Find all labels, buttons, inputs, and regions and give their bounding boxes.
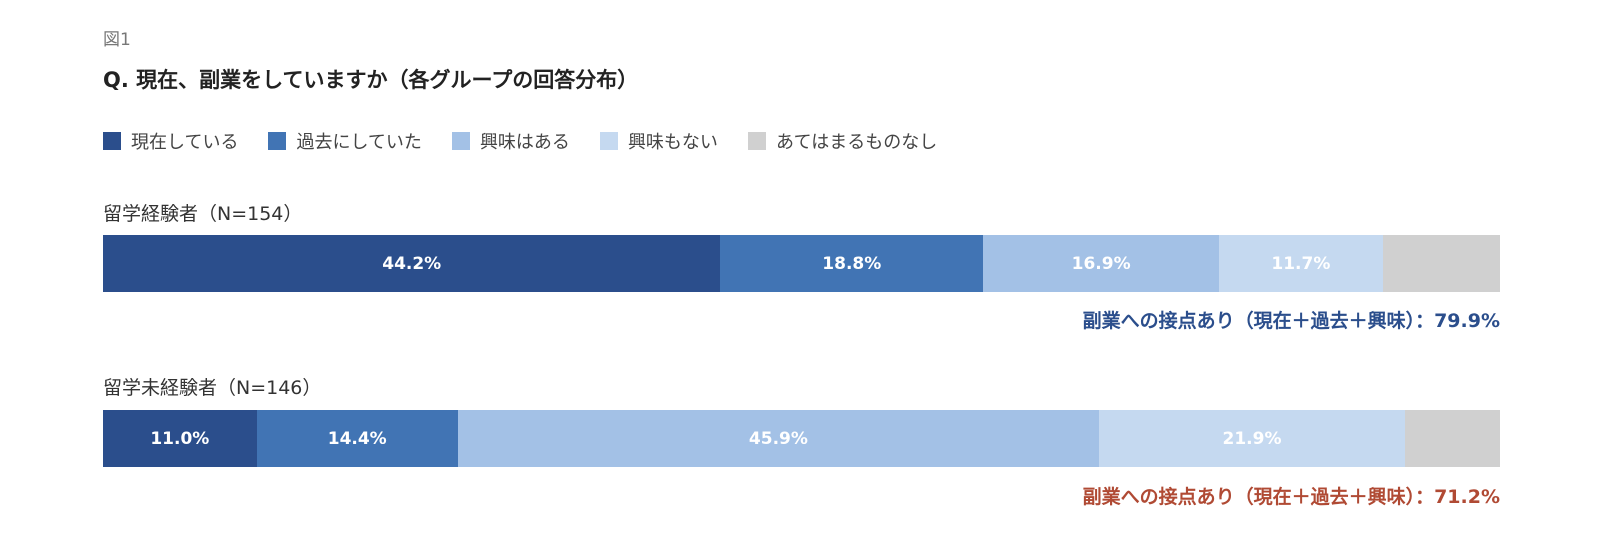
bar-segment [1404, 410, 1500, 467]
data-label: 21.9% [1222, 428, 1282, 449]
legend-label: 過去にしていた [296, 132, 422, 153]
legend-label: 現在している [131, 132, 239, 153]
legend-item: 興味もない [599, 128, 718, 154]
legend-item: 過去にしていた [268, 128, 422, 154]
bar-segment: 11.0% [103, 410, 257, 467]
data-label: 18.8% [822, 253, 882, 274]
legend-swatch [451, 132, 470, 150]
data-label: 44.2% [382, 253, 442, 274]
legend-swatch [103, 132, 121, 150]
legend-label: あてはまるものなし [775, 132, 938, 153]
bar-segment: 18.8% [720, 235, 984, 292]
stacked-bar-study-abroad: 44.2% 18.8% 16.9% 11.7% [103, 235, 1500, 292]
figure-label: 図1 [103, 30, 131, 50]
group-label-no-study-abroad: 留学未経験者（N=146） [103, 377, 322, 399]
legend-label: 興味はある [479, 132, 570, 153]
data-label: 11.0% [150, 428, 210, 449]
legend-item: あてはまるものなし [747, 128, 938, 154]
legend-swatch [747, 132, 766, 150]
bar-segment: 45.9% [457, 410, 1100, 467]
data-label: 14.4% [327, 428, 387, 449]
legend-item: 興味はある [451, 128, 570, 154]
bar-segment: 16.9% [983, 235, 1220, 292]
data-label: 11.7% [1271, 253, 1331, 274]
data-label: 45.9% [748, 428, 808, 449]
bar-segment: 11.7% [1219, 235, 1383, 292]
legend-swatch [599, 132, 618, 150]
group-label-study-abroad: 留学経験者（N=154） [103, 203, 303, 225]
legend-swatch [268, 132, 287, 150]
bar-segment [1382, 235, 1500, 292]
data-label: 16.9% [1071, 253, 1131, 274]
summary-study-abroad: 副業への接点あり（現在＋過去＋興味）：79.9% [1082, 310, 1500, 332]
bar-segment: 44.2% [103, 235, 721, 292]
stacked-bar-no-study-abroad: 11.0% 14.4% 45.9% 21.9% [103, 410, 1500, 467]
legend: 現在している 過去にしていた 興味はある 興味もない あてはまるものなし [103, 128, 967, 154]
chart-title: Q. 現在、副業をしていますか（各グループの回答分布） [103, 68, 639, 92]
bar-segment: 14.4% [256, 410, 458, 467]
legend-label: 興味もない [627, 132, 718, 153]
legend-item: 現在している [103, 128, 238, 154]
summary-no-study-abroad: 副業への接点あり（現在＋過去＋興味）：71.2% [1082, 486, 1500, 508]
bar-segment: 21.9% [1099, 410, 1405, 467]
